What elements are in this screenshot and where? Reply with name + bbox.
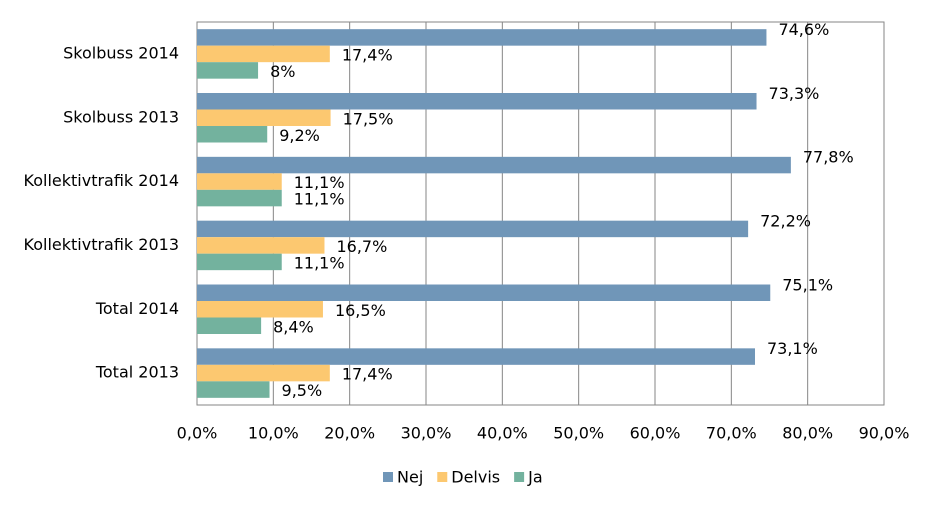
bar <box>197 62 259 79</box>
bar <box>197 348 755 365</box>
value-label: 74,6% <box>778 20 829 39</box>
y-tick-label: Total 2014 <box>95 299 179 318</box>
plot-border <box>196 21 885 406</box>
x-tick-label: 80,0% <box>782 424 833 443</box>
bar <box>197 364 330 382</box>
x-tick-label: 20,0% <box>324 424 375 443</box>
value-label: 11,1% <box>294 190 345 209</box>
legend-label: Nej <box>397 468 423 487</box>
value-label: 17,5% <box>343 109 394 128</box>
value-label: 9,5% <box>282 381 323 400</box>
bar <box>197 173 282 190</box>
value-label: 73,1% <box>767 339 818 358</box>
x-tick-label: 90,0% <box>859 424 910 443</box>
x-tick-label: 30,0% <box>401 424 452 443</box>
value-label: 77,8% <box>803 148 854 167</box>
x-tick-label: 60,0% <box>630 424 681 443</box>
value-label: 75,1% <box>782 275 833 294</box>
y-tick-label: Skolbuss 2014 <box>63 43 179 62</box>
bar <box>197 45 330 63</box>
legend-swatch <box>383 472 393 482</box>
bar <box>197 301 323 318</box>
y-tick-label: Skolbuss 2013 <box>63 107 179 126</box>
y-tick-label: Total 2013 <box>95 363 179 382</box>
value-label: 9,2% <box>279 126 320 145</box>
bar <box>197 253 282 271</box>
value-label: 8,4% <box>273 317 314 336</box>
value-label: 8% <box>270 62 295 81</box>
value-label: 16,5% <box>335 301 386 320</box>
value-label: 11,1% <box>294 173 345 192</box>
bar <box>197 237 325 254</box>
bar <box>197 220 749 238</box>
value-label: 73,3% <box>769 84 820 103</box>
x-tick-label: 50,0% <box>553 424 604 443</box>
bar <box>197 93 757 110</box>
legend-swatch <box>514 472 525 482</box>
bar <box>197 189 282 207</box>
bar <box>197 126 268 143</box>
x-tick-label: 0,0% <box>177 424 218 443</box>
bar <box>197 109 331 126</box>
bar <box>197 284 771 301</box>
value-label: 17,4% <box>342 45 393 64</box>
y-tick-label: Kollektivtrafik 2014 <box>24 171 179 190</box>
value-label: 17,4% <box>342 365 393 384</box>
bar <box>197 29 767 46</box>
x-tick-label: 40,0% <box>477 424 528 443</box>
legend-label: Ja <box>527 468 543 487</box>
value-label: 16,7% <box>336 237 387 256</box>
legend-swatch <box>437 472 448 482</box>
x-tick-label: 70,0% <box>706 424 757 443</box>
x-tick-label: 10,0% <box>248 424 299 443</box>
bar <box>197 156 791 174</box>
value-label: 72,2% <box>760 211 811 230</box>
value-label: 11,1% <box>294 253 345 272</box>
legend-label: Delvis <box>451 468 500 487</box>
bar <box>197 381 270 398</box>
bar <box>197 317 262 334</box>
y-tick-label: Kollektivtrafik 2013 <box>24 235 179 254</box>
